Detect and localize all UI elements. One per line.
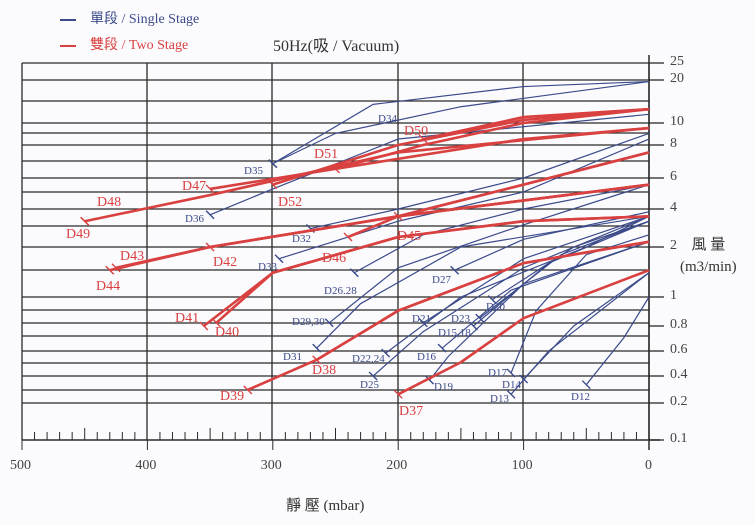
label-D52: D52 <box>278 195 302 210</box>
label-D50: D50 <box>404 124 428 139</box>
label-D17: D17 <box>488 367 507 379</box>
curve-D19 <box>429 241 650 381</box>
y-tick-label: 0.6 <box>670 342 688 357</box>
y-tick-label: 10 <box>670 114 684 129</box>
curve-D46 <box>347 151 650 239</box>
x-tick-label: 300 <box>260 458 282 473</box>
y-tick-label: 6 <box>670 169 677 184</box>
curve-D17 <box>510 234 650 374</box>
label-D40: D40 <box>215 325 239 340</box>
label-D37: D37 <box>399 404 423 419</box>
legend-single-label: 單段 / Single Stage <box>90 12 200 27</box>
curve-labels: D34 D35 D36 D32 D33 D26.28 D29,30 D31 D27 D21 D22,… <box>66 113 590 419</box>
label-D34: D34 <box>378 113 397 125</box>
curve-D39 <box>247 240 650 392</box>
y-tick-label: 25 <box>670 54 684 69</box>
label-D20: D20 <box>486 301 505 313</box>
y-tick-label: 0.1 <box>670 431 688 446</box>
label-D21: D21 <box>412 313 431 325</box>
y-axis-label-title: 風 量 <box>691 237 726 253</box>
curve-D32 <box>310 132 650 230</box>
label-D36: D36 <box>185 213 204 225</box>
label-D42: D42 <box>213 255 237 270</box>
curve-D27 <box>454 211 650 271</box>
curve-D35 <box>272 80 650 165</box>
curve-D33 <box>278 138 650 260</box>
y-tick-label: 0.4 <box>670 367 688 382</box>
y-axis-label-unit: (m3/min) <box>680 259 737 275</box>
label-D33: D33 <box>258 261 277 273</box>
curve-D34 <box>272 80 650 165</box>
label-D32: D32 <box>292 233 311 245</box>
legend-red-line-icon <box>60 44 76 47</box>
label-D35: D35 <box>244 165 263 177</box>
curve-D21 <box>422 215 650 324</box>
label-D39: D39 <box>220 389 244 404</box>
curve-D37 <box>397 268 650 396</box>
label-D25: D25 <box>360 379 379 391</box>
y-axis-label: 風 量 (m3/min) <box>680 234 737 278</box>
label-D13: D13 <box>490 393 509 405</box>
curve-D12 <box>585 296 650 386</box>
curve-D25 <box>372 215 650 377</box>
chart-title: 50Hz(吸 / Vacuum) <box>273 38 400 55</box>
label-D38: D38 <box>312 363 336 378</box>
x-tick-label: 100 <box>511 458 533 473</box>
label-D49: D49 <box>66 227 90 242</box>
curve-D20 <box>491 220 650 301</box>
curves <box>80 80 650 399</box>
x-tick-label: 0 <box>645 458 652 473</box>
y-tick-label: 4 <box>670 200 677 215</box>
y-tick-label: 0.8 <box>670 317 688 332</box>
label-D43: D43 <box>120 249 144 264</box>
curve-D42 <box>209 183 650 249</box>
x-axis-label: 靜 壓 (mbar) <box>286 498 365 514</box>
x-tick-label: 400 <box>135 458 157 473</box>
label-D45: D45 <box>397 229 421 244</box>
label-D15,18: D15,18 <box>438 327 471 339</box>
curve-D29,30 <box>328 184 650 324</box>
legend-blue-line-icon <box>60 18 76 21</box>
label-D29,30: D29,30 <box>292 316 325 328</box>
curve-D26.28 <box>354 184 650 274</box>
label-D47: D47 <box>182 179 206 194</box>
curve-D52 <box>272 107 650 186</box>
y-tick-label: 20 <box>670 71 684 86</box>
label-D46: D46 <box>322 251 346 266</box>
label-D26.28: D26.28 <box>324 285 357 297</box>
label-D51: D51 <box>314 147 338 162</box>
label-D22,24: D22,24 <box>352 353 385 365</box>
label-D48: D48 <box>97 195 121 210</box>
legend-single-stage: 單段 / Single Stage <box>60 8 199 28</box>
y-tick-label: 2 <box>670 238 677 253</box>
label-D41: D41 <box>175 311 199 326</box>
curve-D15,18 <box>473 220 650 327</box>
label-D14: D14 <box>502 379 521 391</box>
curve-D23 <box>479 220 650 319</box>
label-D27: D27 <box>432 274 451 286</box>
y-tick-label: 0.2 <box>670 394 688 409</box>
curve-D51 <box>335 107 650 171</box>
y-tick-label: 1 <box>670 288 677 303</box>
label-D16: D16 <box>417 351 436 363</box>
label-D12: D12 <box>571 391 590 403</box>
label-D31: D31 <box>283 351 302 363</box>
curve-D40 <box>215 215 650 324</box>
label-D19: D19 <box>434 381 453 393</box>
label-D23: D23 <box>451 313 470 325</box>
curve-D36 <box>209 113 650 216</box>
x-tick-label: 500 <box>10 458 31 473</box>
y-tick-label: 8 <box>670 136 677 151</box>
label-D44: D44 <box>96 279 120 294</box>
curve-D47 <box>209 126 650 191</box>
legend-two-label: 雙段 / Two Stage <box>90 38 189 53</box>
x-tick-label: 200 <box>386 458 408 473</box>
curve-D13 <box>510 272 650 395</box>
legend-two-stage: 雙段 / Two Stage <box>60 34 188 54</box>
